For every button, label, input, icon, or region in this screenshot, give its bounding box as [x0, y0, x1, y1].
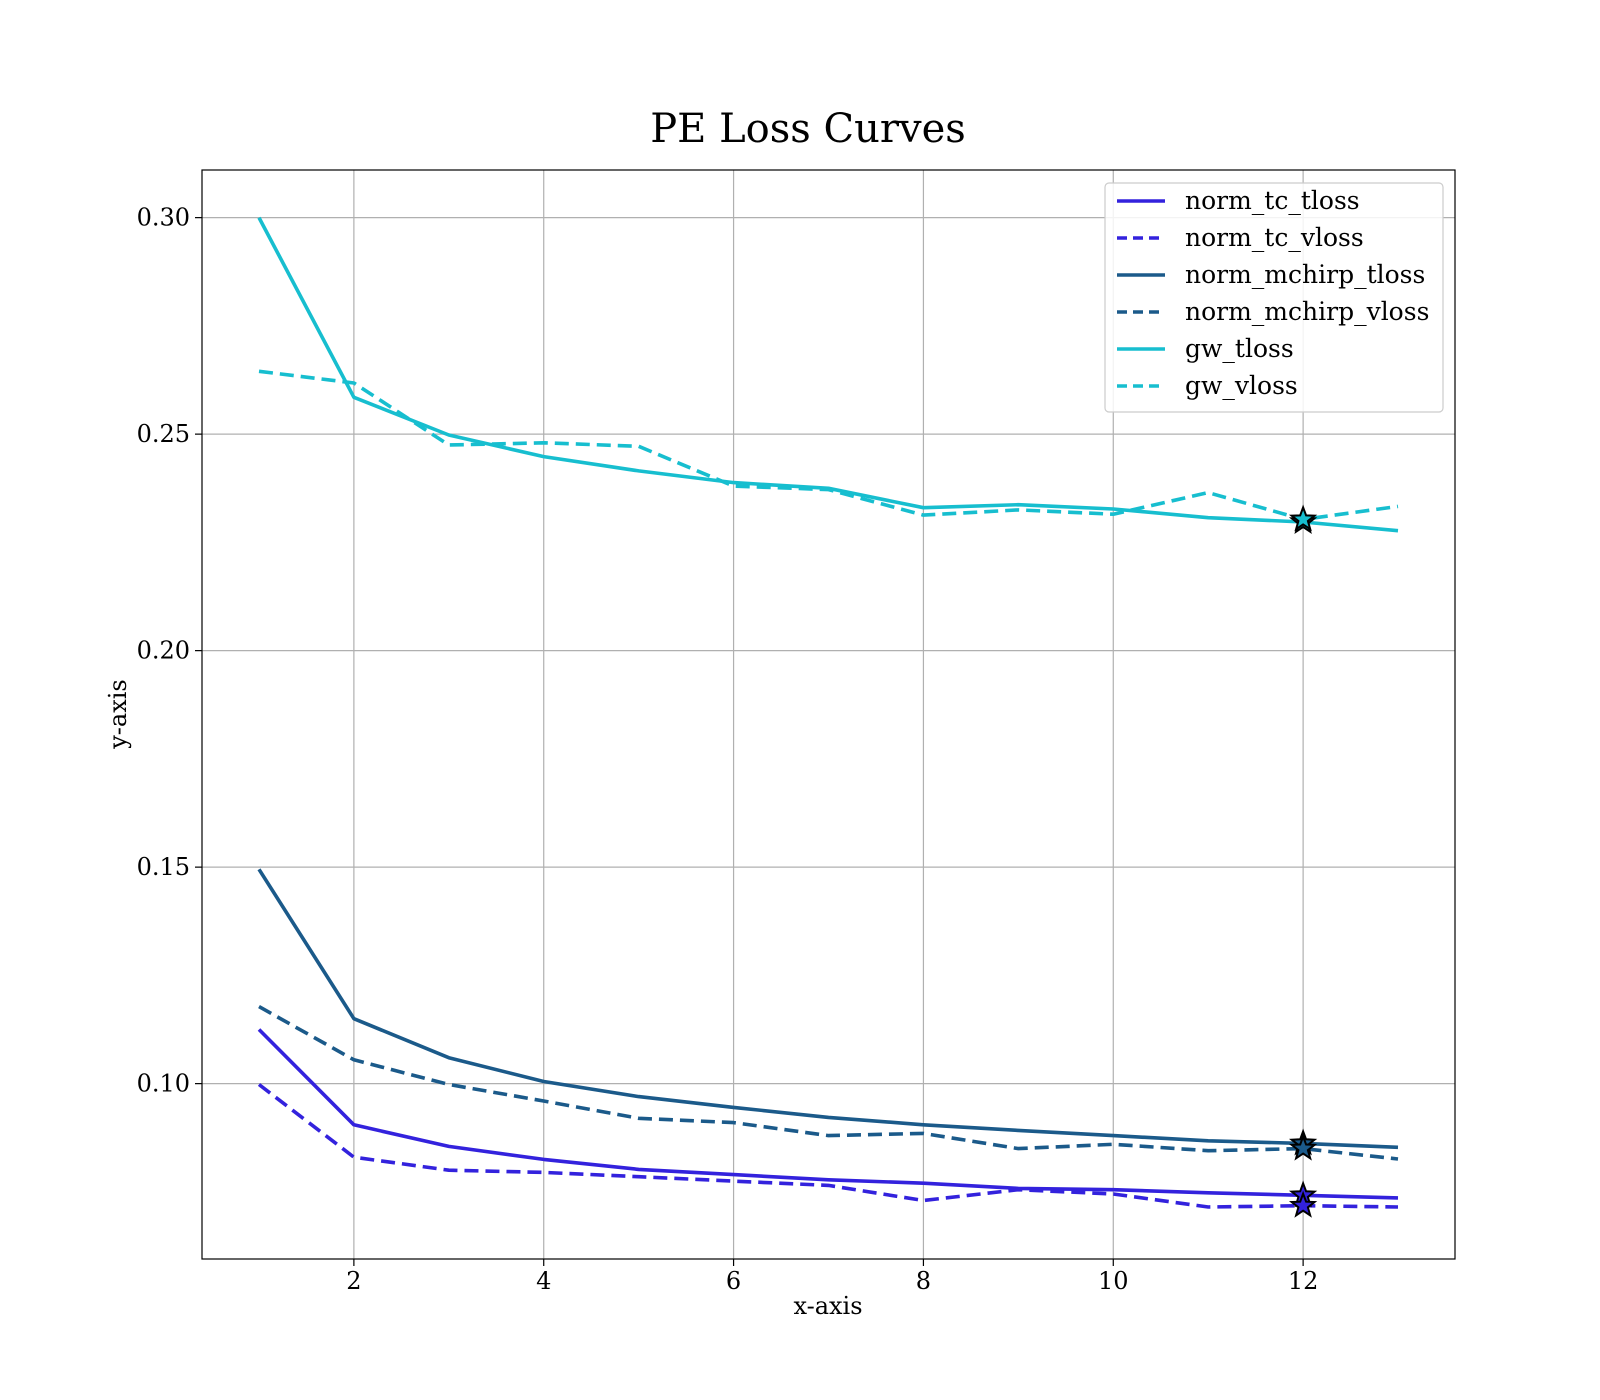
legend-label: norm_tc_tloss — [1185, 186, 1360, 215]
x-tick-label: 4 — [536, 1267, 551, 1295]
legend: norm_tc_tloss norm_tc_vloss norm_mchirp_tl… — [1104, 182, 1444, 413]
axis-ticks: 2 4 6 8 10 12 0.10 0.15 0.20 0.25 0.30 — [137, 204, 1319, 1295]
star-marker-norm-mchirp-vloss — [1288, 1133, 1318, 1161]
x-tick-label: 10 — [1098, 1267, 1129, 1295]
series-line-norm-tc-vloss — [257, 1083, 1399, 1209]
y-tick-label: 0.10 — [137, 1070, 190, 1098]
best-epoch-markers — [1288, 504, 1318, 1218]
x-axis-label: x-axis — [793, 1292, 862, 1320]
y-tick-label: 0.25 — [137, 420, 190, 448]
x-tick-label: 6 — [726, 1267, 741, 1295]
plot-frame — [201, 169, 1456, 1260]
x-tick-label: 2 — [346, 1267, 361, 1295]
series-line-gw-vloss — [258, 369, 1399, 522]
series-line-norm-tc-tloss — [257, 1028, 1399, 1200]
series-line-norm-mchirp-tloss — [257, 868, 1399, 1150]
star-marker-norm-tc-vloss — [1288, 1190, 1318, 1218]
legend-label: gw_vloss — [1185, 371, 1298, 400]
chart-title: PE Loss Curves — [650, 106, 966, 152]
legend-label: norm_tc_vloss — [1185, 223, 1364, 252]
legend-entries: norm_tc_tloss norm_tc_vloss norm_mchirp_tl… — [1117, 186, 1429, 400]
legend-label: norm_mchirp_tloss — [1185, 260, 1425, 289]
y-axis-label: y-axis — [104, 679, 132, 750]
x-tick-label: 8 — [916, 1267, 931, 1295]
legend-label: gw_tloss — [1185, 334, 1294, 363]
y-tick-label: 0.20 — [137, 637, 190, 665]
y-tick-label: 0.15 — [137, 853, 190, 881]
series-line-norm-mchirp-vloss — [258, 1005, 1399, 1161]
star-marker-gw-vloss — [1288, 504, 1318, 532]
legend-box — [1104, 182, 1444, 413]
y-tick-label: 0.30 — [137, 204, 190, 232]
series-lines — [257, 216, 1399, 1209]
legend-label: norm_mchirp_vloss — [1185, 297, 1429, 326]
x-tick-label: 12 — [1288, 1267, 1319, 1295]
